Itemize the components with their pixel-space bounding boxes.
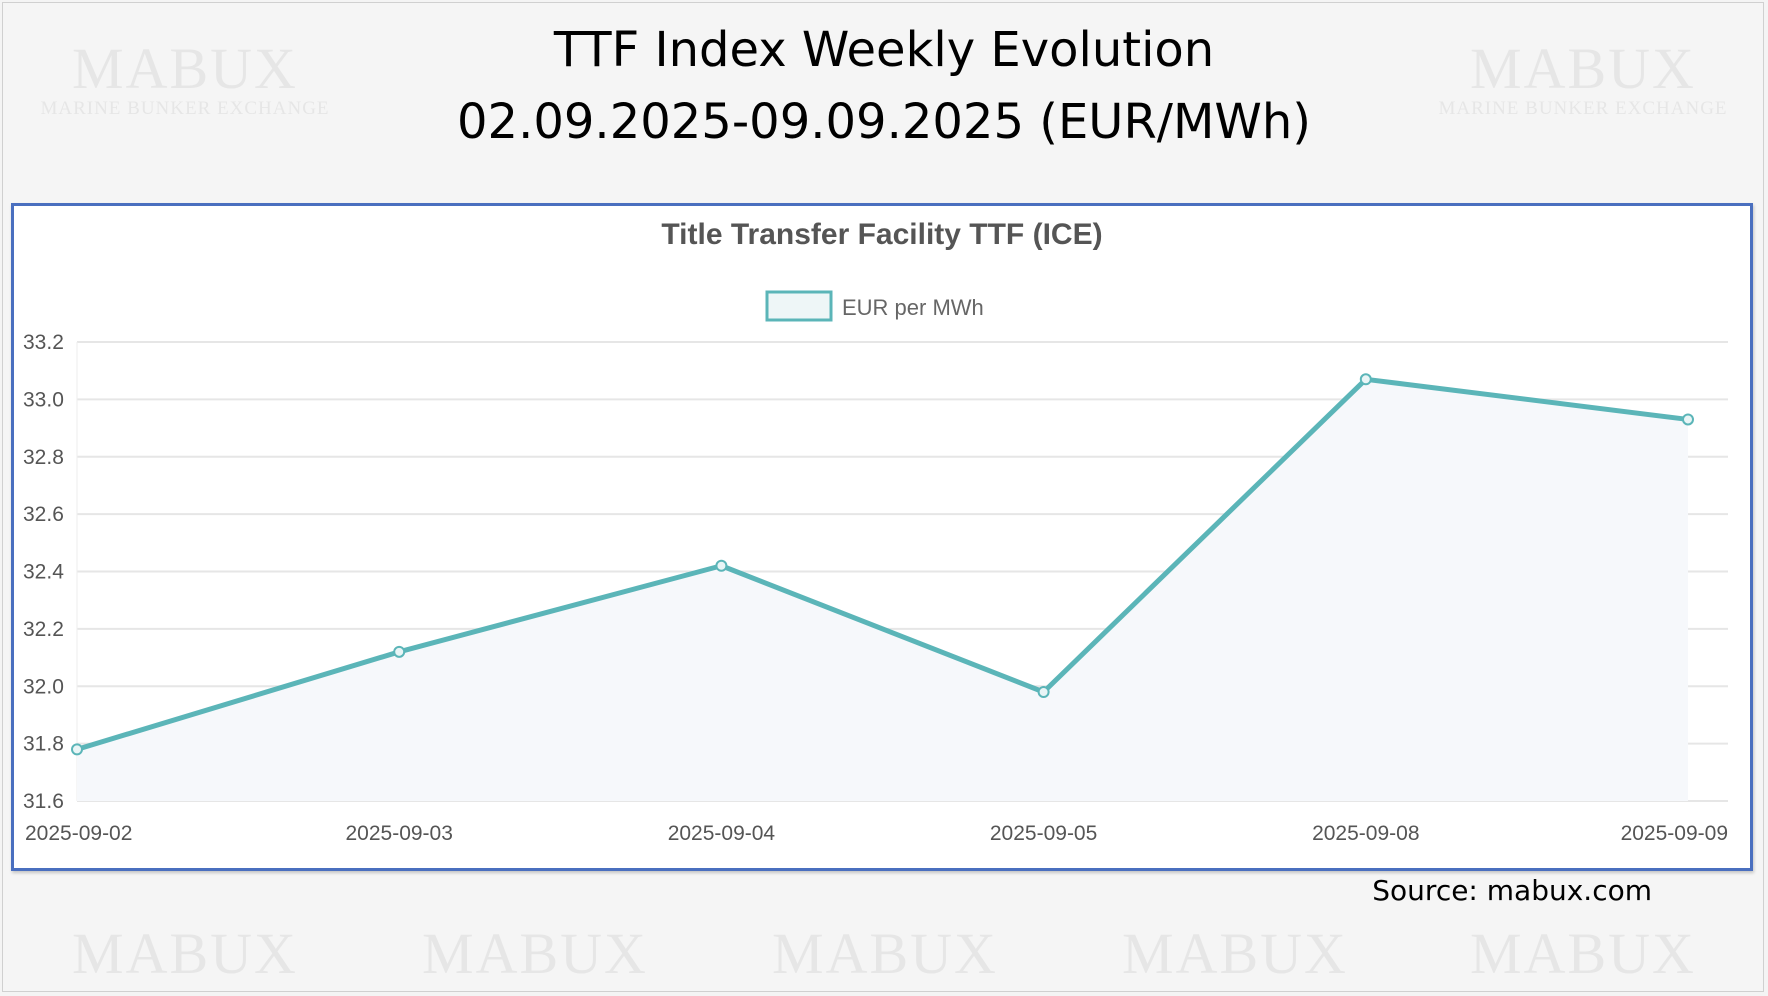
chart-title: Title Transfer Facility TTF (ICE) <box>661 218 1102 251</box>
y-tick-label: 31.8 <box>23 733 64 756</box>
x-tick-label: 2025-09-08 <box>1312 822 1419 845</box>
data-point <box>1359 373 1372 386</box>
x-tick-label: 2025-09-03 <box>345 822 452 845</box>
legend-label: EUR per MWh <box>842 295 984 320</box>
data-point <box>1682 413 1694 426</box>
title-line-1: TTF Index Weekly Evolution <box>553 22 1215 78</box>
series-area <box>77 379 1688 801</box>
data-point <box>1037 685 1050 698</box>
y-tick-label: 33.2 <box>23 331 64 354</box>
chart-container: Title Transfer Facility TTF (ICE) EUR per… <box>11 203 1753 871</box>
y-tick-label: 33.0 <box>23 388 64 411</box>
source-label: Source: mabux.com <box>1372 874 1652 907</box>
y-tick-label: 32.4 <box>23 561 64 584</box>
x-tick-label: 2025-09-04 <box>668 822 776 845</box>
y-tick-label: 32.6 <box>23 503 64 526</box>
data-point <box>715 559 728 572</box>
x-tick-label: 2025-09-09 <box>1621 822 1728 845</box>
y-tick-label: 32.0 <box>23 675 64 698</box>
series-line <box>76 376 1689 752</box>
page-title: TTF Index Weekly Evolution 02.09.2025-09… <box>0 14 1768 158</box>
y-tick-label: 32.2 <box>23 618 64 641</box>
y-tick-label: 31.6 <box>23 790 64 813</box>
line-chart: Title Transfer Facility TTF (ICE) EUR per… <box>23 218 1728 845</box>
data-point <box>393 645 406 658</box>
x-tick-label: 2025-09-02 <box>25 822 132 845</box>
x-tick-label: 2025-09-05 <box>990 822 1097 845</box>
title-line-2: 02.09.2025-09.09.2025 (EUR/MWh) <box>457 94 1311 150</box>
legend-swatch <box>765 290 833 322</box>
y-tick-label: 32.8 <box>23 446 64 469</box>
data-point <box>71 743 83 756</box>
